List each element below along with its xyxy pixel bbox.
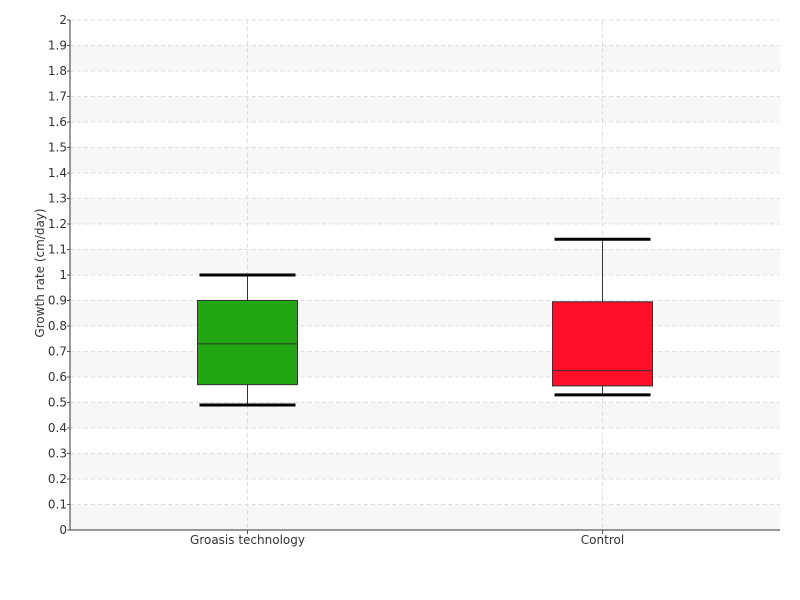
y-tick-label: 0.5 [48, 396, 67, 410]
x-category-label: Control [581, 533, 624, 547]
grid-band [70, 45, 780, 71]
y-tick-label: 0.8 [48, 319, 67, 333]
grid-band [70, 198, 780, 224]
interquartile-box [197, 300, 298, 386]
x-axis-category-labels: Groasis technology Control [190, 530, 624, 547]
y-axis-ticks: 0 0.1 0.2 0.3 0.4 0.5 0.6 0.7 0.8 0.9 1 1.1 1.2 1.3 1.… [48, 13, 70, 537]
box-1 [197, 273, 298, 407]
y-tick-label: 0 [59, 523, 67, 537]
y-tick-label: 0.7 [48, 345, 67, 359]
grid-band [70, 504, 780, 530]
interquartile-box [552, 301, 653, 387]
y-tick-label: 0.4 [48, 421, 67, 435]
grid-band [70, 351, 780, 377]
grid-band [70, 147, 780, 173]
plot-bands [70, 45, 780, 530]
y-tick-label: 2 [59, 13, 67, 27]
y-tick-label: 1.3 [48, 192, 67, 206]
grid-band [70, 300, 780, 326]
y-tick-label: 1.1 [48, 243, 67, 257]
y-tick-label: 0.9 [48, 294, 67, 308]
y-axis-title: Growth rate (cm/day) [33, 208, 47, 337]
y-tick-label: 1.8 [48, 64, 67, 78]
grid-band [70, 96, 780, 122]
y-tick-label: 0.3 [48, 447, 67, 461]
y-tick-label: 1.2 [48, 217, 67, 231]
y-tick-label: 1.4 [48, 166, 67, 180]
y-tick-label: 1.5 [48, 141, 67, 155]
grid-band [70, 402, 780, 428]
box-2 [552, 237, 653, 397]
y-tick-label: 0.2 [48, 472, 67, 486]
box-series [197, 237, 653, 407]
grid-band [70, 453, 780, 479]
x-category-label: Groasis technology [190, 533, 305, 547]
plot-gridlines [70, 19, 780, 530]
y-tick-label: 1.6 [48, 115, 67, 129]
y-tick-label: 1 [59, 268, 67, 282]
y-tick-label: 1.9 [48, 39, 67, 53]
y-tick-label: 1.7 [48, 90, 67, 104]
y-tick-label: 0.6 [48, 370, 67, 384]
grid-band [70, 249, 780, 275]
y-tick-label: 0.1 [48, 498, 67, 512]
